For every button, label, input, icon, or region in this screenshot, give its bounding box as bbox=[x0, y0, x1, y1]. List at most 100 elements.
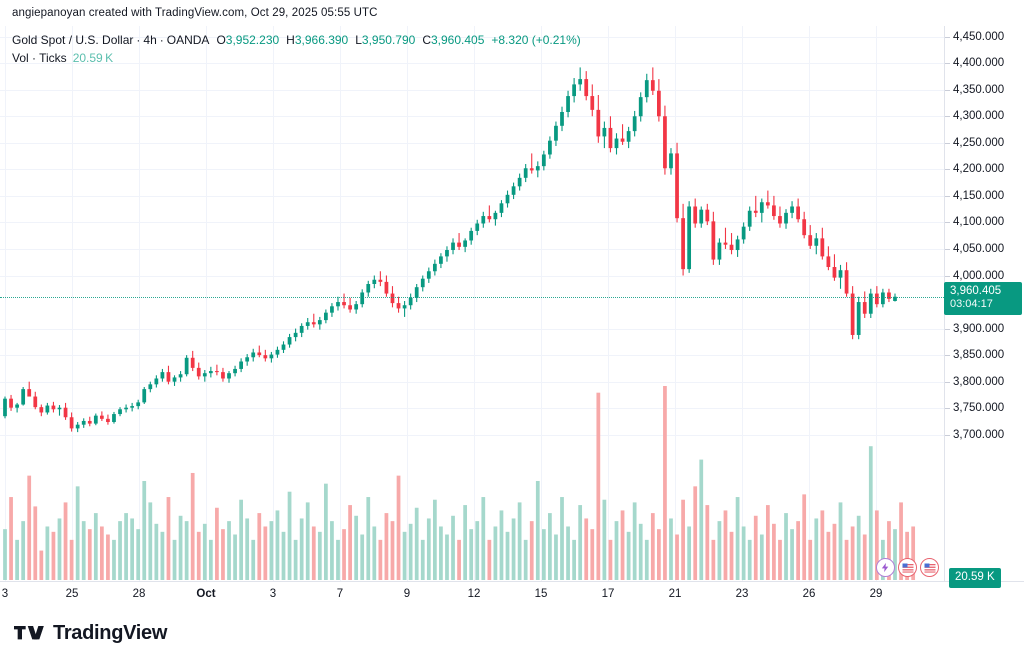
volume-bar bbox=[638, 523, 643, 580]
open-label: O bbox=[216, 33, 226, 47]
legend-volume-row[interactable]: Vol · Ticks 20.59 K bbox=[12, 50, 581, 66]
volume-bar bbox=[868, 446, 873, 580]
volume-bar bbox=[317, 531, 322, 580]
grid-line-horizontal bbox=[0, 408, 944, 409]
candle-body bbox=[560, 112, 564, 126]
grid-line-vertical bbox=[809, 26, 810, 581]
us-flag-icon-1[interactable] bbox=[898, 558, 917, 577]
candle-body bbox=[832, 267, 837, 278]
last-price-tag[interactable]: 3,960.405 03:04:17 bbox=[944, 281, 1022, 315]
volume-bar bbox=[614, 521, 619, 580]
candle-body bbox=[753, 210, 758, 213]
candle-body bbox=[554, 125, 558, 141]
price-axis-tick: 4,200.000 bbox=[953, 163, 1005, 176]
price-axis-tick: 3,750.000 bbox=[953, 402, 1005, 415]
legend-interval[interactable]: 4h bbox=[143, 33, 157, 47]
candle-body bbox=[717, 242, 722, 260]
volume-bar bbox=[124, 513, 128, 580]
legend-symbol-row: Gold Spot / U.S. Dollar · 4h · OANDA O3,… bbox=[12, 32, 581, 48]
grid-line-vertical bbox=[206, 26, 207, 581]
close-value: 3,960.405 bbox=[430, 33, 485, 47]
candle-body bbox=[27, 389, 32, 397]
high-value: 3,966.390 bbox=[294, 33, 349, 47]
volume-bar bbox=[366, 497, 371, 580]
volume-bar bbox=[330, 521, 334, 580]
candle-body bbox=[475, 223, 480, 231]
grid-line-vertical bbox=[541, 26, 542, 581]
candle-body bbox=[802, 219, 807, 236]
candle-body bbox=[868, 293, 873, 314]
price-axis-tick: 4,050.000 bbox=[953, 242, 1005, 255]
volume-bar bbox=[535, 480, 540, 580]
candle-body bbox=[45, 405, 50, 413]
candle-body bbox=[608, 127, 613, 149]
volume-bar bbox=[856, 515, 861, 580]
grid-line-horizontal bbox=[0, 116, 944, 117]
volume-bar bbox=[148, 502, 153, 580]
candle-body bbox=[481, 216, 486, 224]
candle-body bbox=[239, 361, 243, 369]
volume-bar bbox=[572, 539, 576, 580]
candle-body bbox=[862, 302, 867, 314]
volume-bar bbox=[445, 534, 449, 580]
volume-bar bbox=[675, 534, 679, 580]
volume-bar bbox=[735, 497, 740, 580]
time-axis-tick: 17 bbox=[601, 588, 615, 600]
us-flag-icon-2[interactable] bbox=[920, 558, 939, 577]
candle-body bbox=[390, 293, 395, 304]
legend-exchange: OANDA bbox=[166, 33, 210, 47]
candle-body bbox=[457, 242, 461, 247]
volume-bar bbox=[305, 502, 310, 580]
legend-high: H3,966.390 bbox=[286, 32, 348, 48]
volume-bar bbox=[51, 531, 56, 580]
volume-bar bbox=[584, 518, 589, 580]
time-axis-tick: 3 bbox=[1, 588, 9, 600]
legend-symbol[interactable]: Gold Spot / U.S. Dollar bbox=[12, 33, 134, 47]
grid-line-vertical bbox=[72, 26, 73, 581]
price-tick-dash bbox=[945, 37, 950, 38]
volume-bar bbox=[820, 510, 825, 580]
candle-body bbox=[838, 270, 843, 278]
chart-badges[interactable] bbox=[876, 558, 939, 577]
volume-bar bbox=[311, 526, 316, 580]
volume-bar bbox=[354, 515, 359, 580]
time-axis[interactable]: 3 25 28 Oct 3 7 9 12 15 17 21 23 26 29 bbox=[0, 582, 944, 608]
candle-body bbox=[644, 80, 649, 98]
volume-bar bbox=[862, 534, 867, 580]
volume-bar bbox=[378, 539, 383, 580]
candle-body bbox=[251, 352, 256, 358]
price-tick-dash bbox=[945, 169, 950, 170]
volume-bar bbox=[808, 539, 813, 580]
chart-legend[interactable]: Gold Spot / U.S. Dollar · 4h · OANDA O3,… bbox=[12, 32, 581, 66]
candle-body bbox=[772, 205, 776, 217]
time-axis-tick: 12 bbox=[467, 588, 481, 600]
volume-bar bbox=[172, 539, 177, 580]
volume-bar bbox=[681, 499, 685, 580]
volume-bar bbox=[753, 515, 758, 580]
candle-body bbox=[675, 153, 679, 219]
candle-body bbox=[535, 166, 540, 171]
volume-bar bbox=[511, 518, 516, 580]
volume-bar bbox=[348, 505, 352, 580]
volume-bar bbox=[178, 515, 183, 580]
volume-bar bbox=[838, 502, 843, 580]
chart-plot-area[interactable] bbox=[0, 26, 944, 581]
volume-bar bbox=[899, 502, 903, 580]
volume-bar bbox=[893, 529, 897, 580]
volume-indicator-label[interactable]: Vol · Ticks bbox=[12, 51, 67, 65]
volume-bar bbox=[196, 531, 201, 580]
volume-bar bbox=[27, 475, 32, 580]
time-axis-tick: 23 bbox=[735, 588, 749, 600]
price-axis-tick: 3,700.000 bbox=[953, 428, 1005, 441]
volume-bar bbox=[784, 513, 788, 580]
volume-bar bbox=[21, 521, 26, 580]
price-axis-tick: 4,250.000 bbox=[953, 136, 1005, 149]
lightning-icon[interactable] bbox=[876, 558, 895, 577]
candle-body bbox=[529, 168, 534, 171]
volume-bar bbox=[342, 529, 346, 580]
tradingview-logo[interactable]: TradingView bbox=[14, 622, 167, 645]
low-label: L bbox=[355, 33, 362, 47]
price-axis-tick: 4,350.000 bbox=[953, 83, 1005, 96]
candle-body bbox=[160, 372, 165, 379]
